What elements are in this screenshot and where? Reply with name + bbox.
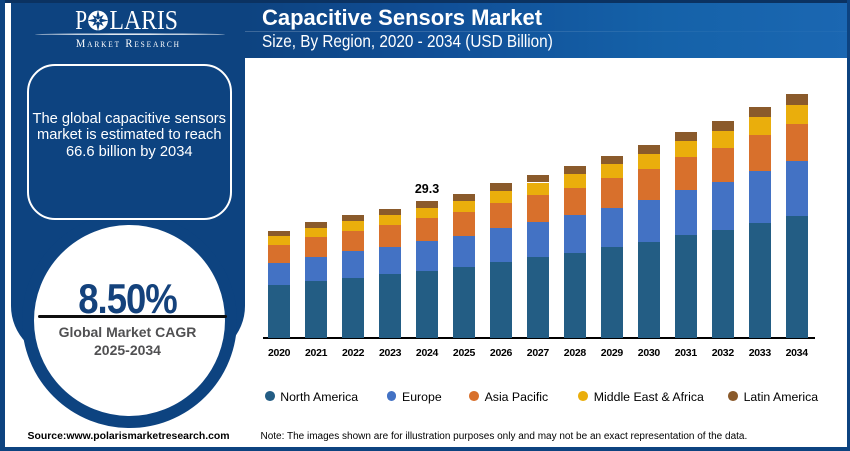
svg-text:LARIS: LARIS (110, 5, 179, 35)
svg-text:P: P (75, 5, 87, 35)
svg-text:Market Research: Market Research (76, 38, 181, 50)
